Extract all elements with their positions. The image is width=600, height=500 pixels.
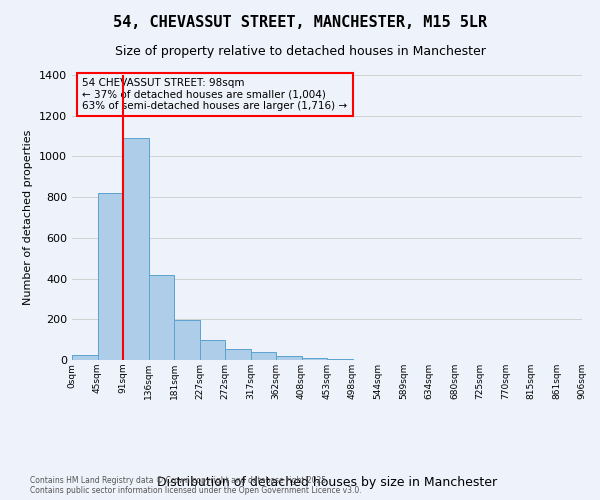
Bar bbox=[149, 274, 174, 360]
Bar bbox=[97, 193, 123, 360]
Bar bbox=[302, 358, 327, 360]
Text: 54, CHEVASSUT STREET, MANCHESTER, M15 5LR: 54, CHEVASSUT STREET, MANCHESTER, M15 5L… bbox=[113, 15, 487, 30]
Text: Contains HM Land Registry data © Crown copyright and database right 2025.
Contai: Contains HM Land Registry data © Crown c… bbox=[30, 476, 362, 495]
Y-axis label: Number of detached properties: Number of detached properties bbox=[23, 130, 34, 305]
Text: Size of property relative to detached houses in Manchester: Size of property relative to detached ho… bbox=[115, 45, 485, 58]
X-axis label: Distribution of detached houses by size in Manchester: Distribution of detached houses by size … bbox=[157, 476, 497, 488]
Bar bbox=[251, 352, 276, 360]
Text: 54 CHEVASSUT STREET: 98sqm
← 37% of detached houses are smaller (1,004)
63% of s: 54 CHEVASSUT STREET: 98sqm ← 37% of deta… bbox=[82, 78, 347, 111]
Bar bbox=[72, 355, 97, 360]
Bar bbox=[225, 349, 251, 360]
Bar bbox=[123, 138, 149, 360]
Bar bbox=[327, 359, 353, 360]
Bar bbox=[199, 340, 225, 360]
Bar bbox=[276, 356, 302, 360]
Bar bbox=[174, 320, 199, 360]
